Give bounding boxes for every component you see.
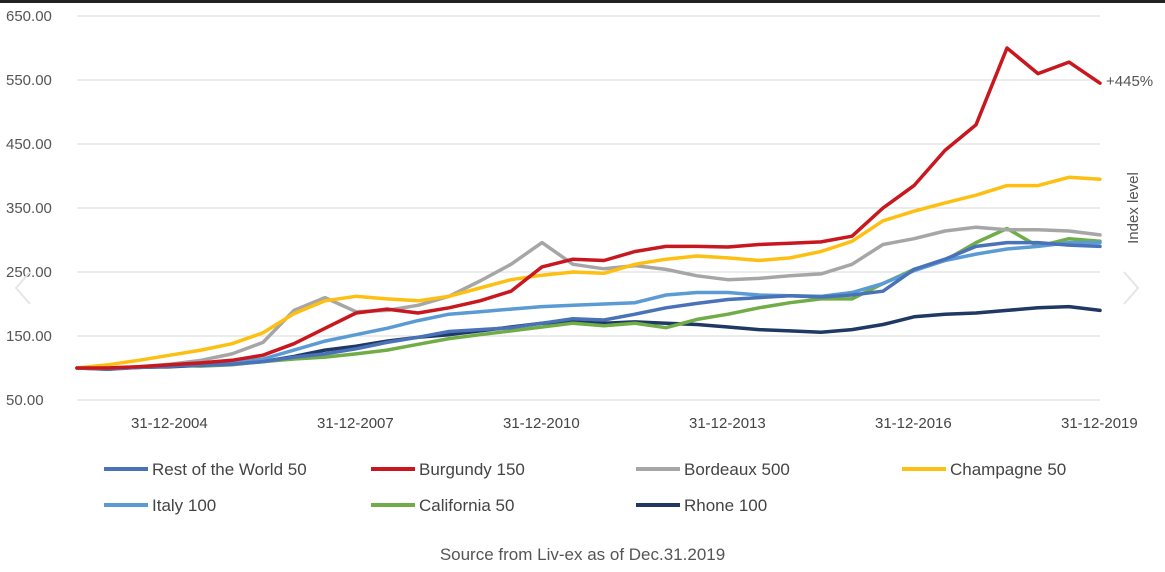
series-line-california-50	[75, 226, 1102, 372]
y-tick-label: 350.00	[6, 200, 52, 217]
legend-label: Burgundy 150	[419, 460, 525, 479]
y-tick-label: 50.00	[6, 392, 44, 409]
y-tick-labels: 650.00550.00450.00350.00250.00150.0050.0…	[6, 8, 52, 409]
end-annotation: +445%	[1106, 73, 1153, 90]
y-tick-label: 650.00	[6, 8, 52, 25]
top-border	[0, 0, 1165, 3]
legend-label: Rest of the World 50	[152, 460, 307, 479]
series-line-bordeaux-500	[75, 225, 1102, 370]
x-tick-label: 31-12-2013	[689, 415, 766, 432]
legend: Rest of the World 50 Burgundy 150 Bordeaux…	[104, 460, 1066, 515]
series-line-burgundy-150	[75, 46, 1102, 370]
y-tick-label: 150.00	[6, 328, 52, 345]
chevron-right-icon[interactable]	[1120, 268, 1142, 308]
y-tick-label: 550.00	[6, 72, 52, 89]
legend-label: Italy 100	[152, 496, 216, 515]
y-axis-label: Index level	[1125, 172, 1142, 244]
x-tick-label: 31-12-2019	[1061, 415, 1138, 432]
legend-label: Bordeaux 500	[684, 460, 790, 479]
x-tick-labels: 31-12-2004 31-12-2007 31-12-2010 31-12-2013…	[131, 415, 1138, 432]
series-lines	[75, 46, 1102, 372]
legend-label: California 50	[419, 496, 514, 515]
x-tick-label: 31-12-2004	[131, 415, 208, 432]
series-line-rest-of-the-world-50	[75, 240, 1102, 372]
x-tick-label: 31-12-2007	[317, 415, 394, 432]
x-tick-label: 31-12-2010	[503, 415, 580, 432]
y-tick-label: 450.00	[6, 136, 52, 153]
source-note: Source from Liv-ex as of Dec.31.2019	[439, 545, 726, 564]
series-line-champagne-50	[75, 175, 1102, 370]
chevron-left-icon[interactable]	[12, 268, 34, 308]
legend-label: Rhone 100	[684, 496, 767, 515]
x-tick-label: 31-12-2016	[875, 415, 952, 432]
legend-label: Champagne 50	[950, 460, 1066, 479]
